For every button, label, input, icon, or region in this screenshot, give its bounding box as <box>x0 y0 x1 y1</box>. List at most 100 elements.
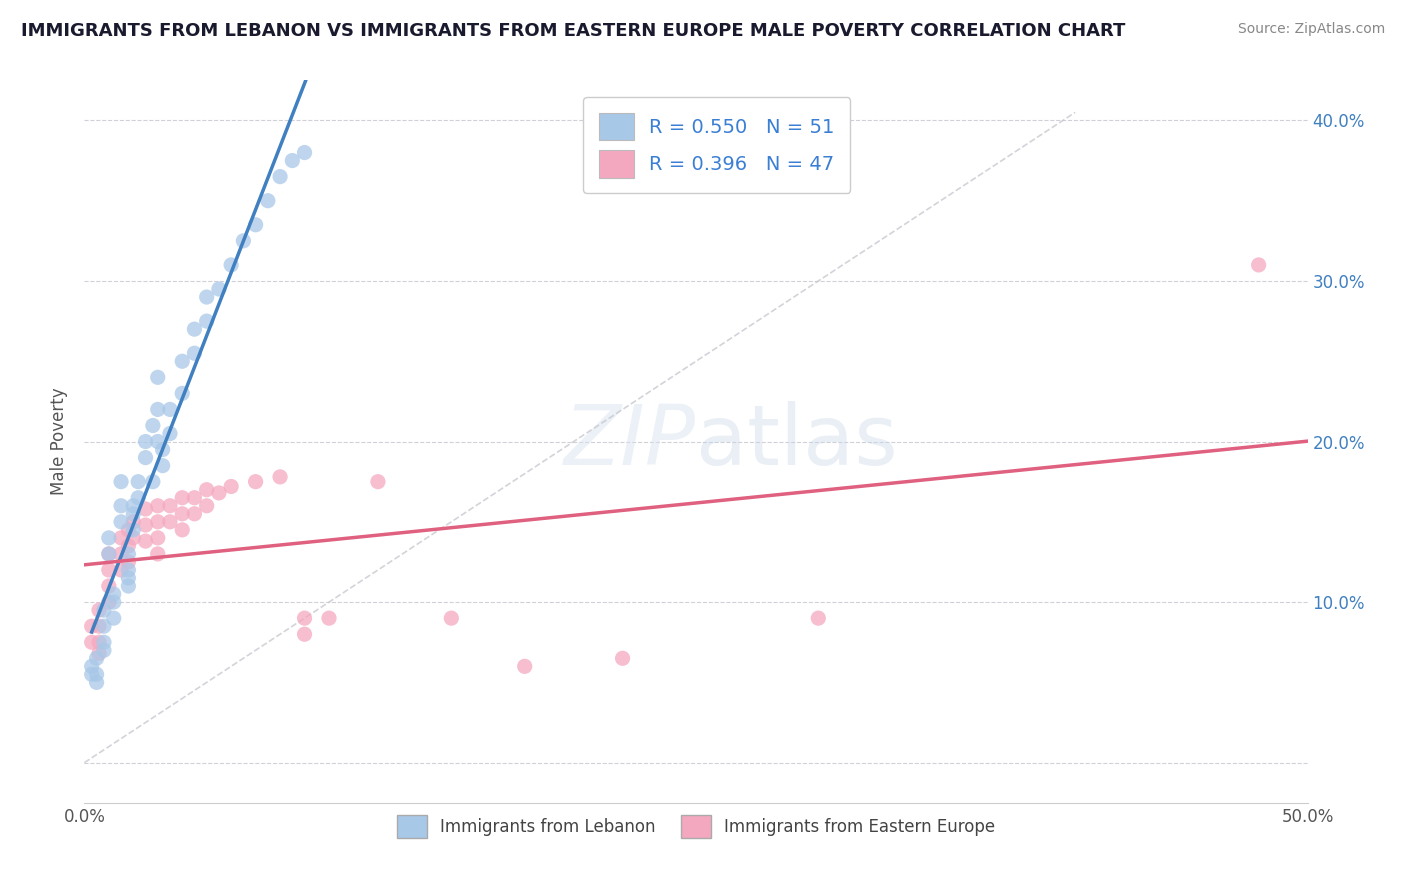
Point <box>257 194 280 208</box>
Point <box>152 458 174 473</box>
Point <box>97 579 120 593</box>
Point <box>110 499 132 513</box>
Point <box>612 651 634 665</box>
Point <box>127 491 149 505</box>
Point <box>97 547 120 561</box>
Legend: Immigrants from Lebanon, Immigrants from Eastern Europe: Immigrants from Lebanon, Immigrants from… <box>389 808 1002 845</box>
Point <box>93 619 115 633</box>
Point <box>103 595 125 609</box>
Point <box>135 450 157 465</box>
Point <box>127 475 149 489</box>
Point <box>294 627 316 641</box>
Point <box>93 643 115 657</box>
Point <box>195 290 218 304</box>
Point <box>110 547 132 561</box>
Point <box>146 402 169 417</box>
Text: ZIP: ZIP <box>564 401 696 482</box>
Point <box>97 563 120 577</box>
Point <box>146 515 169 529</box>
Point <box>159 426 181 441</box>
Point <box>122 523 145 537</box>
Point <box>183 322 205 336</box>
Point <box>86 667 108 681</box>
Point <box>93 603 115 617</box>
Point <box>183 491 205 505</box>
Point <box>208 486 231 500</box>
Point <box>117 563 139 577</box>
Point <box>208 282 231 296</box>
Point <box>146 370 169 384</box>
Point <box>195 314 218 328</box>
Point <box>117 555 139 569</box>
Text: atlas: atlas <box>696 401 897 482</box>
Point <box>142 418 165 433</box>
Point <box>513 659 536 673</box>
Point <box>110 515 132 529</box>
Point <box>87 619 110 633</box>
Point <box>269 470 291 484</box>
Point <box>142 475 165 489</box>
Point <box>146 499 169 513</box>
Point <box>122 507 145 521</box>
Point <box>146 434 169 449</box>
Point <box>110 531 132 545</box>
Point <box>80 667 103 681</box>
Point <box>117 539 139 553</box>
Point <box>183 346 205 360</box>
Point <box>87 635 110 649</box>
Point <box>195 483 218 497</box>
Point <box>117 523 139 537</box>
Point <box>86 651 108 665</box>
Point <box>80 659 103 673</box>
Point <box>80 619 103 633</box>
Point <box>80 635 103 649</box>
Point <box>103 587 125 601</box>
Point <box>440 611 463 625</box>
Point <box>219 479 242 493</box>
Y-axis label: Male Poverty: Male Poverty <box>51 388 69 495</box>
Point <box>367 475 389 489</box>
Point <box>97 531 120 545</box>
Point <box>87 647 110 661</box>
Point <box>172 491 194 505</box>
Point <box>172 507 194 521</box>
Point <box>117 571 139 585</box>
Point <box>152 442 174 457</box>
Point <box>146 547 169 561</box>
Point <box>146 531 169 545</box>
Point <box>294 145 316 160</box>
Point <box>97 595 120 609</box>
Point <box>172 523 194 537</box>
Point <box>172 386 194 401</box>
Point <box>135 518 157 533</box>
Point <box>294 611 316 625</box>
Point <box>172 354 194 368</box>
Point <box>269 169 291 184</box>
Point <box>159 499 181 513</box>
Point <box>86 675 108 690</box>
Point <box>87 603 110 617</box>
Point <box>110 475 132 489</box>
Point <box>159 515 181 529</box>
Point <box>93 635 115 649</box>
Point <box>1247 258 1270 272</box>
Point <box>232 234 254 248</box>
Point <box>103 611 125 625</box>
Point <box>97 547 120 561</box>
Point <box>122 499 145 513</box>
Point <box>117 547 139 561</box>
Point <box>318 611 340 625</box>
Point <box>117 579 139 593</box>
Point <box>135 434 157 449</box>
Point <box>245 218 267 232</box>
Text: IMMIGRANTS FROM LEBANON VS IMMIGRANTS FROM EASTERN EUROPE MALE POVERTY CORRELATI: IMMIGRANTS FROM LEBANON VS IMMIGRANTS FR… <box>21 22 1125 40</box>
Point <box>110 563 132 577</box>
Point <box>807 611 830 625</box>
Point <box>135 534 157 549</box>
Point <box>122 515 145 529</box>
Point <box>245 475 267 489</box>
Point <box>159 402 181 417</box>
Point <box>219 258 242 272</box>
Point <box>135 502 157 516</box>
Point <box>281 153 304 168</box>
